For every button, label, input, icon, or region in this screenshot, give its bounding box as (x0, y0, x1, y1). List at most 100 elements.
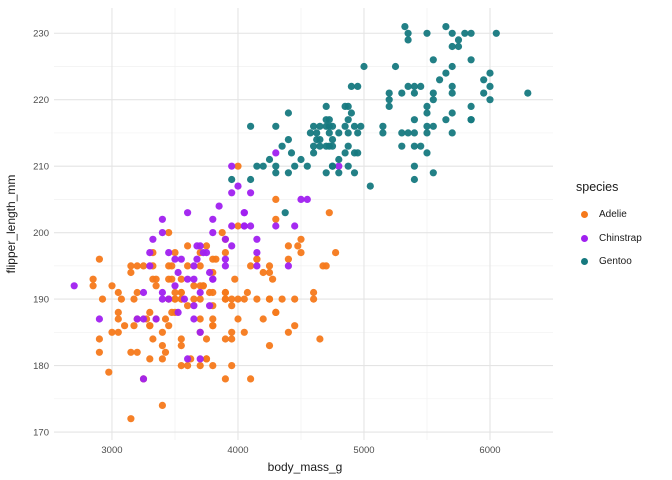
data-point-chinstrap (70, 282, 78, 290)
data-point-chinstrap (228, 189, 236, 197)
data-point-adelie (272, 308, 280, 316)
data-point-adelie (127, 348, 135, 356)
data-point-adelie (158, 355, 166, 363)
data-point-gentoo (417, 142, 425, 150)
data-point-adelie (202, 242, 211, 250)
data-point-gentoo (379, 122, 387, 130)
data-point-adelie (177, 362, 185, 370)
data-point-chinstrap (228, 162, 236, 170)
data-point-gentoo (448, 29, 456, 37)
data-point-adelie (89, 275, 97, 283)
data-point-gentoo (341, 149, 349, 157)
data-point-adelie (114, 328, 122, 336)
data-point-gentoo (467, 102, 475, 110)
data-point-gentoo (291, 162, 299, 170)
data-point-chinstrap (209, 229, 217, 237)
data-point-gentoo (404, 36, 412, 44)
data-point-gentoo (228, 175, 236, 184)
data-point-adelie (149, 335, 157, 343)
y-axis-tick-labels: 170 180 190 200 210 220 230 (33, 29, 49, 439)
data-point-gentoo (306, 129, 314, 137)
data-point-adelie (184, 302, 192, 310)
data-point-adelie (114, 315, 122, 323)
data-point-gentoo (410, 89, 418, 97)
data-points (70, 23, 532, 423)
data-point-gentoo (335, 129, 343, 137)
data-point-adelie (234, 222, 242, 230)
data-point-gentoo (448, 42, 456, 51)
data-point-adelie (272, 195, 280, 203)
data-point-gentoo (322, 142, 330, 150)
data-point-adelie (95, 348, 103, 356)
x-tick-label: 3000 (101, 445, 122, 456)
y-axis-title: flipper_length_mm (4, 175, 18, 274)
data-point-gentoo (316, 122, 324, 130)
data-point-chinstrap (228, 222, 236, 230)
data-point-adelie (165, 229, 173, 237)
data-point-adelie (228, 328, 236, 336)
data-point-chinstrap (253, 249, 261, 257)
data-point-gentoo (259, 162, 267, 170)
data-point-gentoo (347, 82, 355, 90)
data-point-adelie (184, 242, 192, 250)
data-point-gentoo (281, 209, 289, 217)
data-point-chinstrap (174, 268, 182, 277)
data-point-gentoo (467, 56, 475, 64)
data-point-chinstrap (158, 229, 166, 237)
data-point-gentoo (486, 69, 494, 77)
data-point-chinstrap (272, 149, 280, 157)
data-point-gentoo (278, 142, 286, 150)
data-point-chinstrap (184, 275, 192, 283)
legend-label-chinstrap: Chinstrap (599, 232, 642, 244)
data-point-adelie (139, 262, 148, 270)
data-point-chinstrap (303, 195, 311, 203)
data-point-gentoo (429, 169, 437, 177)
data-point-chinstrap (180, 295, 188, 303)
data-point-adelie (240, 295, 248, 303)
data-point-chinstrap (297, 195, 305, 203)
data-point-gentoo (423, 122, 431, 130)
data-point-adelie (265, 262, 274, 270)
data-point-chinstrap (228, 242, 236, 250)
data-point-gentoo (486, 82, 494, 90)
data-point-adelie (171, 288, 179, 297)
data-point-gentoo (417, 82, 425, 90)
data-point-gentoo (310, 122, 318, 130)
data-point-gentoo (429, 96, 437, 104)
data-point-adelie (146, 322, 154, 330)
data-point-gentoo (253, 162, 261, 170)
data-point-adelie (291, 322, 299, 330)
data-point-gentoo (404, 129, 412, 137)
data-point-adelie (98, 295, 107, 303)
data-point-adelie (209, 322, 217, 330)
data-point-adelie (127, 268, 135, 277)
major-gridlines (54, 8, 553, 440)
data-point-adelie (265, 342, 274, 350)
data-point-adelie (221, 288, 229, 297)
data-point-chinstrap (272, 222, 280, 230)
data-point-adelie (161, 315, 170, 323)
data-point-adelie (190, 295, 198, 303)
data-point-gentoo (467, 29, 475, 37)
data-point-adelie (130, 322, 138, 330)
data-point-adelie (95, 255, 103, 263)
data-point-adelie (209, 362, 217, 370)
data-point-chinstrap (184, 355, 192, 363)
data-point-gentoo (328, 142, 337, 150)
data-point-chinstrap (190, 302, 198, 310)
data-point-gentoo (480, 76, 488, 84)
legend-item-chinstrap: Chinstrap (574, 227, 670, 251)
data-point-chinstrap (190, 315, 198, 323)
data-point-gentoo (410, 162, 418, 170)
data-point-adelie (212, 255, 220, 263)
data-point-chinstrap (196, 328, 204, 336)
data-point-adelie (168, 262, 176, 270)
data-point-adelie (184, 262, 192, 270)
data-point-gentoo (354, 149, 362, 157)
data-point-gentoo (379, 129, 387, 137)
data-point-chinstrap (209, 275, 217, 283)
data-point-adelie (127, 262, 135, 270)
data-point-chinstrap (202, 249, 211, 257)
data-point-gentoo (354, 129, 362, 137)
data-point-adelie (310, 288, 318, 297)
